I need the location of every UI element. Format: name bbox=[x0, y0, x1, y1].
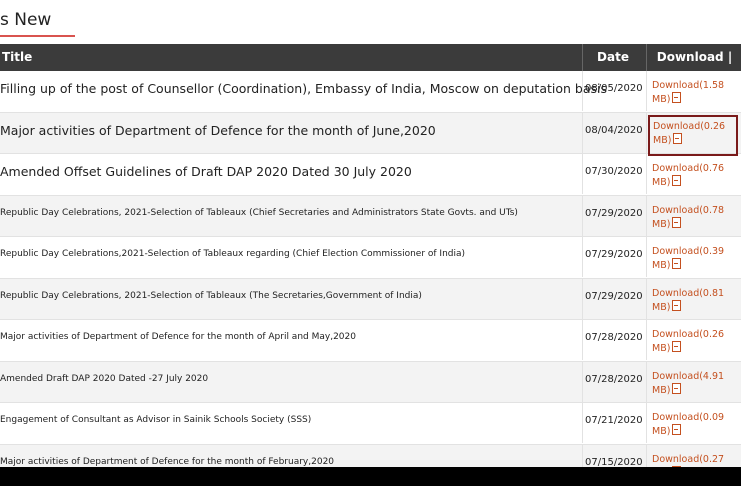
row-title[interactable]: Major activities of Department of Defenc… bbox=[0, 122, 436, 138]
download-link[interactable]: Download(0.09 MB) bbox=[652, 412, 732, 438]
row-title[interactable]: Republic Day Celebrations, 2021-Selectio… bbox=[0, 290, 422, 301]
pdf-icon[interactable] bbox=[672, 216, 682, 228]
download-link[interactable]: Download(0.39 MB) bbox=[652, 246, 732, 272]
row-title[interactable]: Engagement of Consultant as Advisor in S… bbox=[0, 415, 312, 425]
download-link[interactable]: Download(1.58 MB) bbox=[652, 80, 732, 106]
download-label: Download(0.27 MB) bbox=[652, 453, 725, 465]
row-date: 08/04/2020 bbox=[585, 124, 643, 136]
header-title: Title bbox=[2, 50, 33, 64]
download-label: Download(0.26 MB) bbox=[653, 120, 726, 146]
download-link[interactable]: Download(4.91 MB) bbox=[652, 371, 732, 397]
download-link[interactable]: Download(0.26 MB) bbox=[652, 329, 732, 355]
row-date: 08/05/2020 bbox=[585, 83, 643, 94]
row-title[interactable]: Republic Day Celebrations,2021-Selection… bbox=[0, 249, 466, 259]
pdf-icon[interactable] bbox=[672, 382, 682, 394]
table-row: Engagement of Consultant as Advisor in S… bbox=[0, 403, 741, 445]
pdf-icon[interactable] bbox=[672, 92, 682, 103]
download-link[interactable]: Download(0.76 MB) bbox=[652, 163, 732, 189]
header-download: Download | Link bbox=[646, 44, 741, 91]
section-heading: s New bbox=[0, 10, 52, 30]
download-label: Download(0.81 MB) bbox=[652, 287, 725, 313]
table-row: Major activities of Department of Defenc… bbox=[0, 112, 741, 156]
row-date: 07/29/2020 bbox=[585, 207, 643, 219]
row-date: 07/15/2020 bbox=[585, 456, 643, 468]
row-date: 07/21/2020 bbox=[585, 415, 643, 426]
table-row: Amended Draft DAP 2020 Dated -27 July 20… bbox=[0, 361, 741, 403]
row-title[interactable]: Amended Draft DAP 2020 Dated -27 July 20… bbox=[0, 373, 209, 384]
table-row: Republic Day Celebrations, 2021-Selectio… bbox=[0, 278, 741, 320]
row-title[interactable]: Major activities of Department of Defenc… bbox=[0, 332, 356, 342]
row-title[interactable]: Filling up of the post of Counsellor (Co… bbox=[0, 81, 608, 96]
download-link[interactable]: Download(0.27 MB) bbox=[652, 453, 732, 467]
row-title[interactable]: Republic Day Celebrations, 2021-Selectio… bbox=[0, 207, 518, 218]
download-label: Download(4.91 MB) bbox=[652, 370, 725, 396]
table-row: Filling up of the post of Counsellor (Co… bbox=[0, 71, 741, 113]
whats-new-table: Title Date Download | Link Filling up of… bbox=[0, 44, 741, 467]
download-label: Download(1.58 MB) bbox=[652, 80, 725, 105]
pdf-icon[interactable] bbox=[672, 465, 682, 467]
row-date: 07/30/2020 bbox=[585, 166, 643, 177]
row-title[interactable]: Major activities of Department of Defenc… bbox=[0, 456, 335, 467]
download-label: Download(0.09 MB) bbox=[652, 412, 725, 437]
row-date: 07/28/2020 bbox=[585, 332, 643, 343]
heading-underline bbox=[0, 35, 75, 37]
row-date: 07/29/2020 bbox=[585, 290, 643, 302]
download-label: Download(0.39 MB) bbox=[652, 246, 725, 271]
pdf-icon[interactable] bbox=[672, 341, 682, 352]
table-row: Major activities of Department of Defenc… bbox=[0, 320, 741, 362]
download-label: Download(0.26 MB) bbox=[652, 329, 725, 354]
download-label: Download(0.76 MB) bbox=[652, 163, 725, 188]
download-link-highlighted[interactable]: Download(0.26 MB) bbox=[648, 114, 738, 156]
table-row: Major activities of Department of Defenc… bbox=[0, 444, 741, 468]
pdf-icon[interactable] bbox=[673, 132, 683, 144]
row-title[interactable]: Amended Offset Guidelines of Draft DAP 2… bbox=[0, 164, 412, 179]
table-row: Republic Day Celebrations,2021-Selection… bbox=[0, 237, 741, 279]
download-link[interactable]: Download(0.78 MB) bbox=[652, 205, 732, 231]
table-row: Republic Day Celebrations, 2021-Selectio… bbox=[0, 195, 741, 237]
download-link[interactable]: Download(0.81 MB) bbox=[652, 288, 732, 314]
pdf-icon[interactable] bbox=[672, 299, 682, 311]
pdf-icon[interactable] bbox=[672, 258, 682, 269]
header-date: Date bbox=[582, 44, 643, 71]
pdf-icon[interactable] bbox=[672, 175, 682, 186]
pdf-icon[interactable] bbox=[672, 424, 682, 435]
row-date: 07/29/2020 bbox=[585, 249, 643, 260]
table-header: Title Date Download | Link bbox=[0, 44, 741, 91]
whats-new-page: s New Title Date Download | Link Filling… bbox=[0, 0, 741, 467]
row-date: 07/28/2020 bbox=[585, 373, 643, 385]
download-label: Download(0.78 MB) bbox=[652, 204, 725, 230]
table-row: Amended Offset Guidelines of Draft DAP 2… bbox=[0, 154, 741, 196]
